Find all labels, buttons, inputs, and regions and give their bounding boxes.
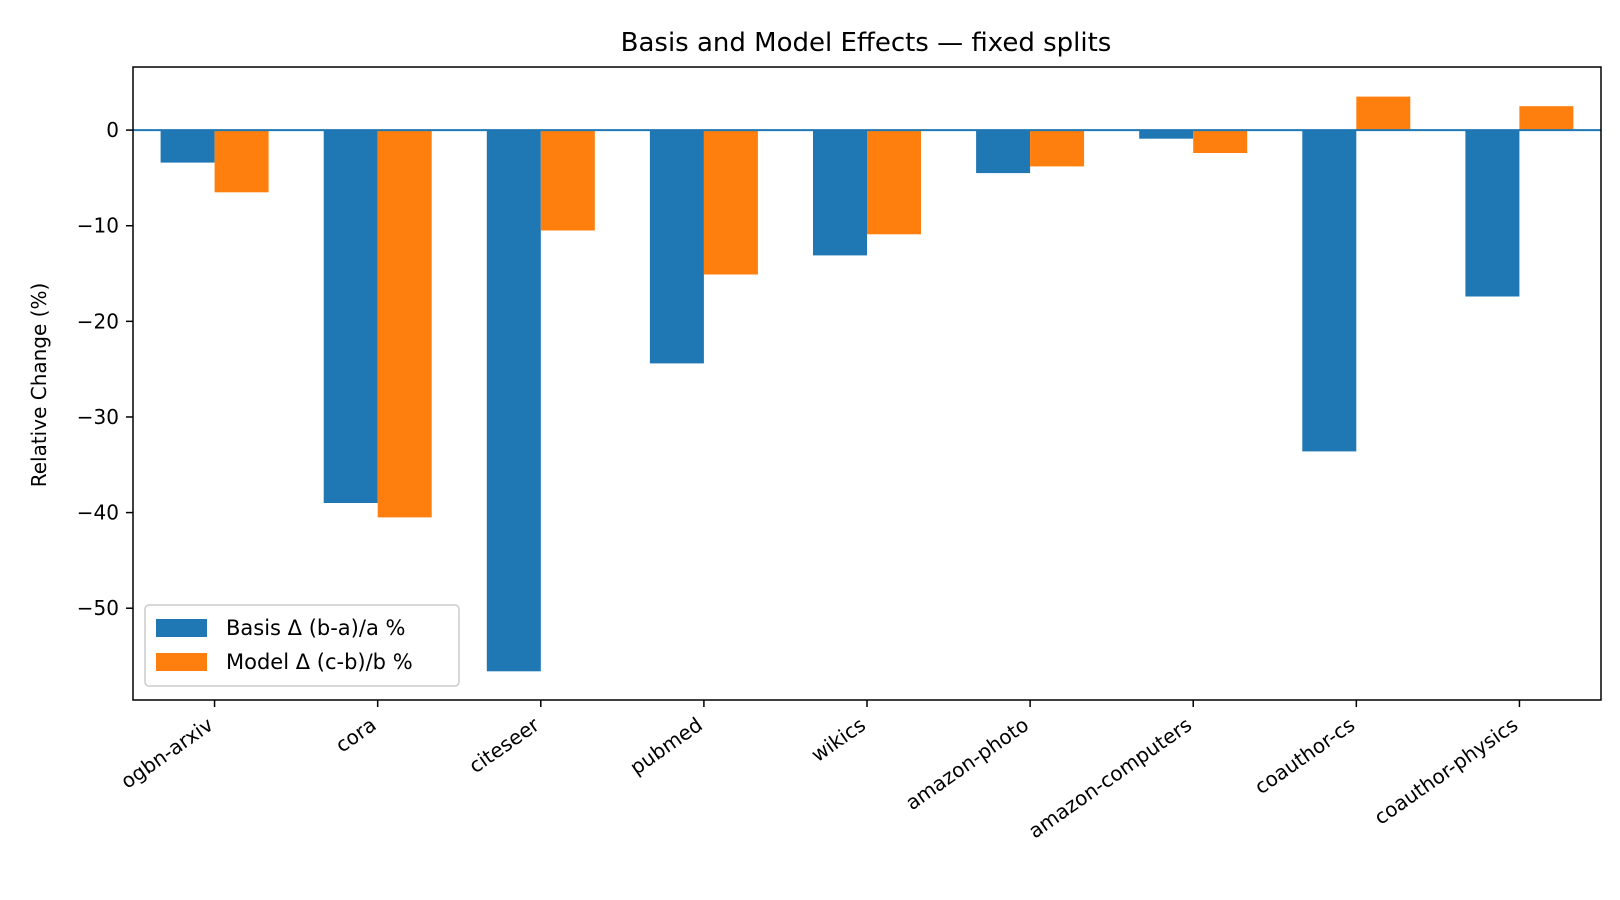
- x-tick-label: coauthor-physics: [1370, 712, 1523, 829]
- bar-model-amazon-computers: [1193, 130, 1248, 153]
- x-tick-label: ogbn-arxiv: [116, 712, 217, 793]
- x-tick-label: cora: [331, 712, 381, 757]
- bar-model-amazon-photo: [1030, 130, 1085, 167]
- y-tick-label: −10: [77, 214, 119, 238]
- bar-model-cora: [377, 130, 432, 518]
- bar-model-citeseer: [540, 130, 595, 231]
- x-tick-label: citeseer: [464, 712, 544, 778]
- bar-model-wikics: [867, 130, 921, 235]
- y-tick-label: −20: [77, 309, 119, 333]
- bar-model-coauthor-physics: [1519, 106, 1574, 131]
- legend: Basis Δ (b-a)/a % Model Δ (c-b)/b %: [144, 604, 460, 687]
- bar-basis-pubmed: [649, 130, 704, 364]
- bar-model-coauthor-cs: [1356, 96, 1411, 131]
- bar-basis-coauthor-physics: [1465, 130, 1520, 297]
- bar-basis-citeseer: [486, 130, 541, 672]
- legend-swatch: [156, 653, 207, 671]
- bar-basis-wikics: [813, 130, 867, 256]
- x-tick-label: wikics: [807, 712, 870, 766]
- y-tick-label: −50: [77, 596, 119, 620]
- x-tick-label: amazon-computers: [1024, 712, 1196, 843]
- legend-label: Model Δ (c-b)/b %: [226, 650, 413, 674]
- legend-swatch: [156, 619, 207, 637]
- chart-title: Basis and Model Effects — fixed splits: [621, 28, 1112, 58]
- bar-model-ogbn-arxiv: [214, 130, 269, 193]
- bar-basis-cora: [323, 130, 378, 503]
- bar-model-pubmed: [703, 130, 758, 275]
- bar-basis-coauthor-cs: [1302, 130, 1357, 452]
- y-tick-label: −40: [77, 501, 119, 525]
- y-tick-label: −30: [77, 405, 119, 429]
- x-tick-label: pubmed: [625, 712, 706, 779]
- x-tick-label: amazon-photo: [901, 712, 1033, 814]
- legend-box: [144, 604, 460, 687]
- legend-label: Basis Δ (b-a)/a %: [226, 616, 405, 640]
- bar-basis-ogbn-arxiv: [160, 130, 215, 163]
- plot-area: 0 −10 −20 −30 −40 −50 ogbn-arxiv cora citeseer pu…: [77, 66, 1602, 843]
- bar-basis-amazon-photo: [976, 130, 1031, 174]
- y-tick-label: 0: [106, 118, 119, 142]
- x-tick-label: coauthor-cs: [1250, 712, 1359, 798]
- y-axis-label: Relative Change (%): [27, 283, 51, 488]
- bar-basis-amazon-computers: [1139, 130, 1194, 139]
